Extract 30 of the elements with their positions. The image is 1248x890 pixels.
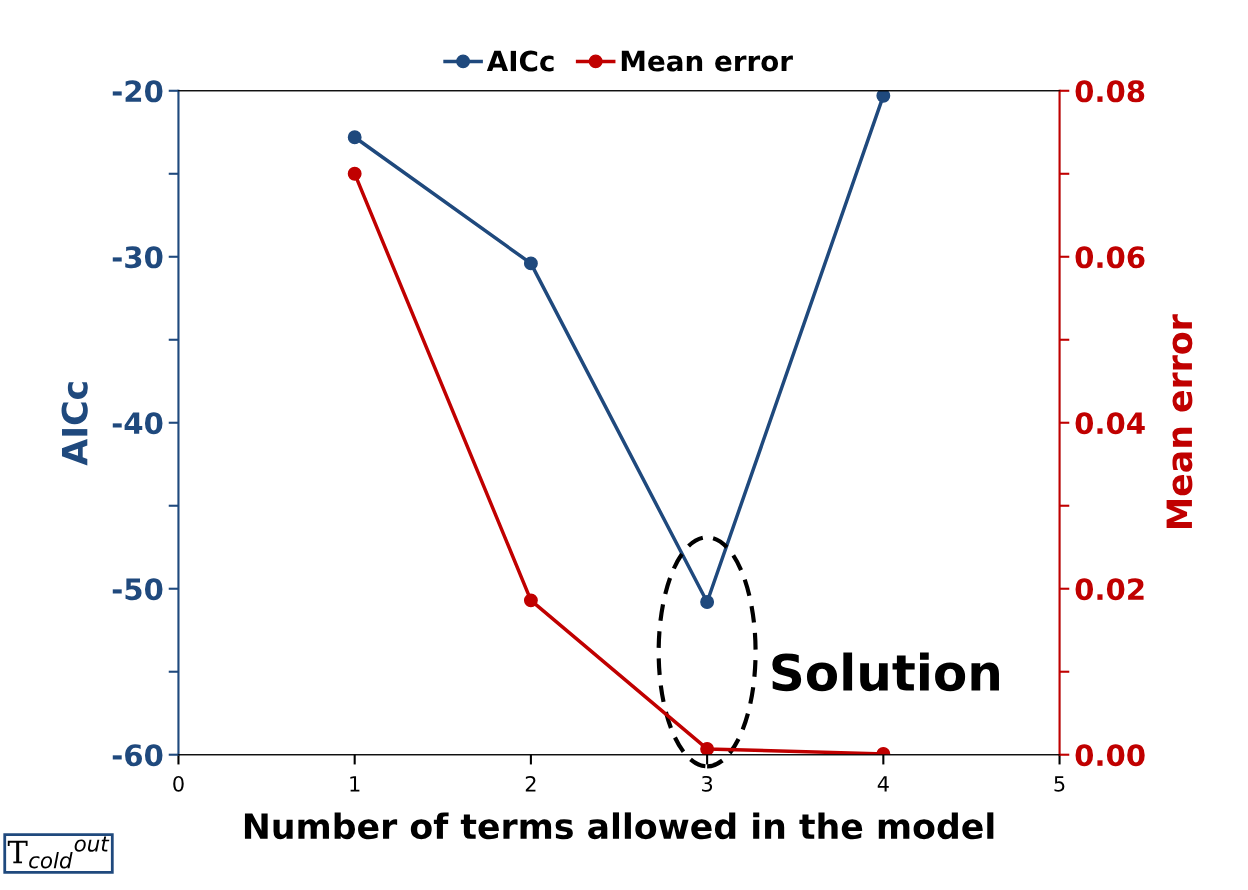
y2-tick-label: 0.02 bbox=[1075, 578, 1144, 601]
annotation: Solution bbox=[772, 652, 999, 692]
y-tick-label: -30 bbox=[112, 246, 163, 269]
x-tick-label: 5 bbox=[1054, 776, 1065, 792]
y2-tick-label: 0.06 bbox=[1075, 246, 1145, 269]
point bbox=[700, 741, 715, 755]
legend-label: AICc bbox=[486, 50, 554, 72]
x-tick-label: 2 bbox=[525, 775, 536, 792]
x-tick-label: 1 bbox=[350, 776, 360, 792]
point bbox=[347, 166, 362, 181]
text: T$_{cold}$$^{out}$ bbox=[7, 836, 110, 869]
y2-axis-title: Mean error bbox=[1166, 314, 1193, 529]
y-tick-label: -60 bbox=[112, 744, 163, 767]
legend-label: Mean error bbox=[621, 50, 793, 72]
y-tick-label: -50 bbox=[112, 578, 163, 601]
y2-tick-label: 0.04 bbox=[1075, 412, 1145, 435]
point bbox=[347, 130, 362, 145]
y-tick-label: -20 bbox=[112, 80, 163, 103]
point bbox=[876, 90, 891, 103]
x-tick-label: 0 bbox=[173, 775, 184, 792]
x-axis-title: Number of terms allowed in the model bbox=[244, 812, 994, 840]
y2-tick-label: 0.08 bbox=[1075, 80, 1145, 103]
point bbox=[700, 595, 715, 609]
y-tick-label: -40 bbox=[112, 412, 163, 435]
x-tick-label: 4 bbox=[877, 776, 889, 792]
y-axis-title: AICc bbox=[61, 382, 88, 466]
x-tick-label: 3 bbox=[702, 775, 713, 792]
point bbox=[523, 256, 538, 271]
point bbox=[523, 593, 538, 608]
y2-tick-label: 0.00 bbox=[1075, 744, 1145, 767]
